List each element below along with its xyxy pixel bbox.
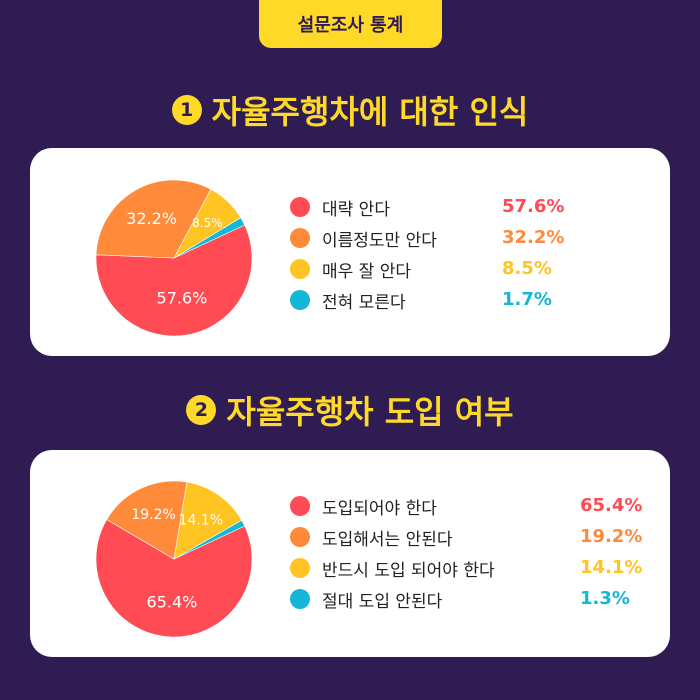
pie-slice-4 bbox=[173, 217, 246, 259]
legend-item: 이름정도만 안다 bbox=[290, 226, 437, 251]
legend-label: 도입되어야 한다 bbox=[322, 498, 437, 519]
survey-badge-label: 설문조사 통계 bbox=[297, 15, 404, 36]
section-2-title: 2 자율주행차 도입 여부 bbox=[0, 388, 700, 432]
pie-slice-3 bbox=[173, 481, 243, 560]
legend-1: 대략 안다 57.6% 이름정도만 안다 32.2% 매우 잘 안다 8.5% 전혀 모른다… bbox=[290, 195, 650, 315]
pie-slice-label-1: 65.4% bbox=[147, 592, 198, 611]
section-2-number: 2 bbox=[186, 395, 217, 425]
legend-value: 32.2% bbox=[502, 227, 565, 248]
legend-label: 이름정도만 안다 bbox=[322, 230, 437, 251]
pie-slice-label-3: 8.5% bbox=[192, 216, 223, 230]
pie-slice-label-1: 57.6% bbox=[157, 288, 208, 307]
legend-swatch bbox=[290, 290, 310, 310]
legend-item: 반드시 도입 되어야 한다 bbox=[290, 556, 495, 581]
legend-value: 65.4% bbox=[580, 495, 643, 516]
section-1-number: 1 bbox=[171, 95, 202, 125]
legend-item: 도입해서는 안된다 bbox=[290, 525, 453, 550]
legend-swatch bbox=[290, 558, 310, 578]
legend-item: 전혀 모른다 bbox=[290, 288, 406, 313]
legend-label: 반드시 도입 되어야 한다 bbox=[322, 560, 495, 581]
legend-swatch bbox=[290, 527, 310, 547]
legend-item: 절대 도입 안된다 bbox=[290, 587, 443, 612]
pie-slice-2 bbox=[106, 480, 188, 560]
pie-slice-4 bbox=[173, 519, 246, 560]
legend-2: 도입되어야 한다 65.4% 도입해서는 안된다 19.2% 반드시 도입 되어야 한다… bbox=[290, 494, 650, 614]
legend-item: 대략 안다 bbox=[290, 195, 390, 220]
legend-value: 14.1% bbox=[580, 557, 643, 578]
legend-value: 57.6% bbox=[502, 196, 565, 217]
legend-label: 대략 안다 bbox=[322, 199, 390, 220]
legend-swatch bbox=[290, 197, 310, 217]
legend-label: 매우 잘 안다 bbox=[322, 261, 412, 282]
legend-value: 19.2% bbox=[580, 526, 643, 547]
legend-label: 절대 도입 안된다 bbox=[322, 591, 443, 612]
pie-slice-label-2: 19.2% bbox=[131, 507, 175, 523]
legend-label: 전혀 모른다 bbox=[322, 292, 406, 313]
pie-slice-label-3: 14.1% bbox=[179, 513, 223, 529]
legend-value: 1.7% bbox=[502, 289, 552, 310]
pie-slice-2 bbox=[95, 179, 212, 259]
legend-item: 매우 잘 안다 bbox=[290, 257, 412, 282]
section-1-title-text: 자율주행차에 대한 인식 bbox=[211, 93, 529, 131]
survey-badge: 설문조사 통계 bbox=[259, 0, 442, 48]
legend-swatch bbox=[290, 496, 310, 516]
chart-card-1: 57.6% 32.2% 8.5% 대략 안다 57.6% 이름정도만 안다 32.2% 매우… bbox=[30, 148, 670, 356]
section-2-title-text: 자율주행차 도입 여부 bbox=[226, 393, 514, 431]
legend-swatch bbox=[290, 259, 310, 279]
pie-slice-1 bbox=[95, 224, 253, 337]
legend-label: 도입해서는 안된다 bbox=[322, 529, 453, 550]
legend-value: 8.5% bbox=[502, 258, 552, 279]
legend-value: 1.3% bbox=[580, 588, 630, 609]
legend-swatch bbox=[290, 228, 310, 248]
legend-item: 도입되어야 한다 bbox=[290, 494, 437, 519]
chart-card-2: 65.4% 19.2% 14.1% 도입되어야 한다 65.4% 도입해서는 안된다 19… bbox=[30, 450, 670, 657]
pie-chart-2: 65.4% 19.2% 14.1% bbox=[95, 480, 253, 638]
legend-swatch bbox=[290, 589, 310, 609]
pie-slice-label-2: 32.2% bbox=[126, 209, 177, 228]
section-1-title: 1 자율주행차에 대한 인식 bbox=[0, 88, 700, 132]
pie-chart-1: 57.6% 32.2% 8.5% bbox=[95, 179, 253, 337]
pie-slice-1 bbox=[95, 519, 253, 638]
